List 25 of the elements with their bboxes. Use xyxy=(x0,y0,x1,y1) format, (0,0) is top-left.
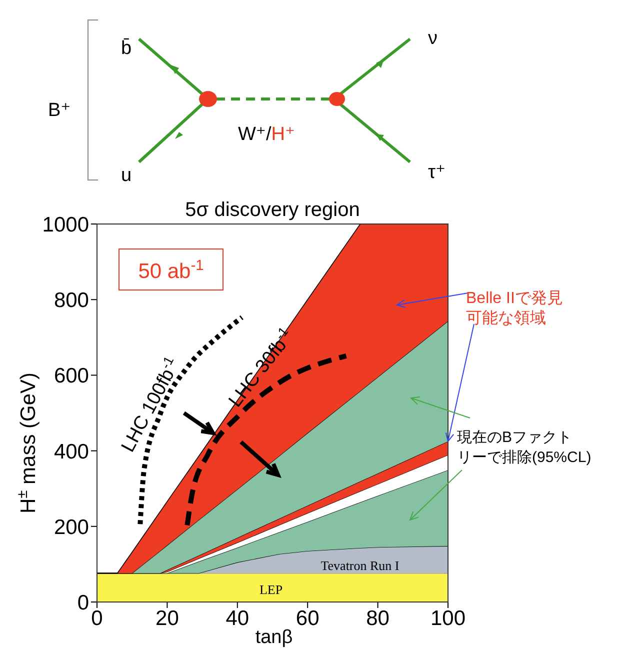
series-label: LEP xyxy=(259,582,283,597)
x-tick-label: 100 xyxy=(430,606,466,630)
text: ν xyxy=(428,28,438,49)
text: B⁺ xyxy=(48,100,71,121)
x-tick-label: 60 xyxy=(296,606,320,630)
text: 現在のBファクトリーで排除(95%CL) xyxy=(457,429,592,466)
x-axis-title: tanβ xyxy=(255,627,293,648)
text: W⁺/ xyxy=(238,124,272,145)
chart-title: 5σ discovery region xyxy=(185,199,360,221)
text: τ⁺ xyxy=(428,162,446,183)
y-tick-label: 800 xyxy=(54,289,89,312)
text: b̄ xyxy=(121,38,132,59)
y-tick-label: 600 xyxy=(54,364,89,388)
text: u xyxy=(121,165,132,186)
y-tick-label: 1000 xyxy=(42,213,89,236)
annotation: 50 ab$^{-1}$ xyxy=(138,258,204,283)
text: H⁺ xyxy=(271,124,295,145)
y-tick-label: 400 xyxy=(54,440,89,464)
annotation: Belle IIで発見可能な領域 xyxy=(466,290,563,327)
y-tick-label: 200 xyxy=(54,516,89,539)
y-tick-label: 0 xyxy=(77,591,89,614)
x-tick-label: 20 xyxy=(156,606,179,630)
series-label: Tevatron Run I xyxy=(320,558,400,573)
x-tick-label: 80 xyxy=(366,606,390,630)
x-tick-label: 40 xyxy=(226,606,250,630)
